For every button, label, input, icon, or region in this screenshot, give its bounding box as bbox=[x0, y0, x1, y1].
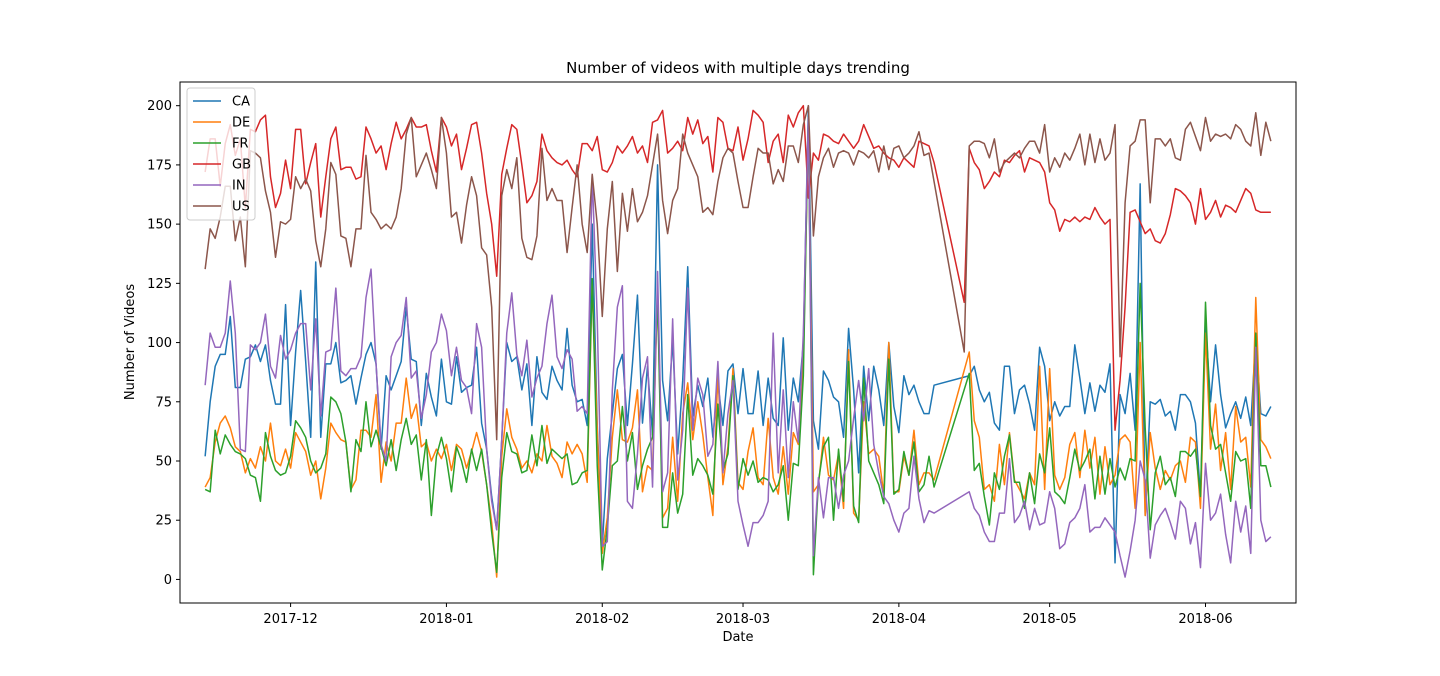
chart-title: Number of videos with multiple days tren… bbox=[566, 59, 910, 77]
y-tick-label: 0 bbox=[164, 573, 172, 588]
legend-label-in: IN bbox=[232, 179, 246, 194]
x-tick-label: 2018-06 bbox=[1178, 612, 1232, 627]
x-tick-label: 2018-02 bbox=[575, 612, 629, 627]
legend-label-fr: FR bbox=[232, 137, 249, 152]
x-tick-label: 2018-01 bbox=[419, 612, 473, 627]
series-line-gb bbox=[204, 104, 1271, 431]
legend-label-us: US bbox=[232, 200, 250, 215]
y-tick-label: 50 bbox=[155, 454, 172, 469]
y-axis: 0 25 50 75 100 125 150 175 200 bbox=[147, 99, 180, 588]
x-tick-label: 2017-12 bbox=[263, 612, 317, 627]
x-tick-label: 2018-05 bbox=[1023, 612, 1077, 627]
y-tick-label: 100 bbox=[147, 336, 172, 351]
legend-label-gb: GB bbox=[232, 158, 251, 173]
legend-label-de: DE bbox=[232, 116, 250, 131]
y-tick-label: 75 bbox=[155, 395, 172, 410]
legend-box bbox=[186, 87, 256, 221]
y-tick-label: 175 bbox=[147, 158, 172, 173]
y-tick-label: 25 bbox=[155, 514, 172, 529]
x-tick-label: 2018-03 bbox=[716, 612, 770, 627]
x-axis: 2017-12 2018-01 2018-02 2018-03 2018-04 2018-… bbox=[263, 603, 1233, 627]
x-tick-label: 2018-04 bbox=[872, 612, 926, 627]
legend: CA DE FR GB IN US bbox=[186, 87, 256, 221]
y-tick-label: 200 bbox=[147, 99, 172, 114]
series-line-us bbox=[204, 104, 1272, 441]
legend-label-ca: CA bbox=[232, 95, 250, 110]
y-axis-label: Number of Videos bbox=[123, 284, 138, 400]
y-tick-label: 150 bbox=[147, 218, 172, 233]
series-line-in bbox=[204, 116, 1272, 578]
plot-lines bbox=[204, 104, 1272, 578]
y-tick-label: 125 bbox=[147, 277, 172, 292]
x-axis-label: Date bbox=[722, 630, 753, 645]
